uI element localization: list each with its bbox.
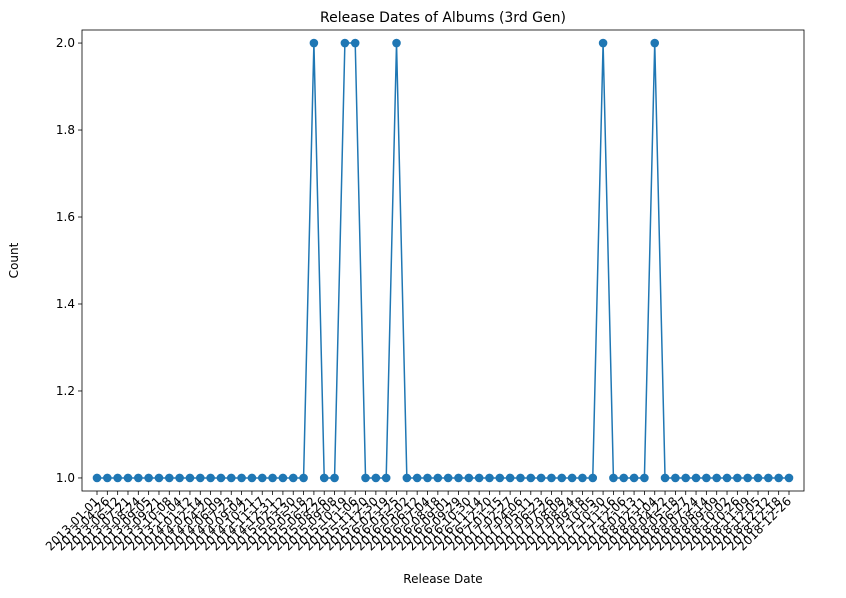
data-point [92,473,102,483]
data-point [485,473,494,483]
data-point [185,473,195,483]
axes-frame [81,29,805,492]
y-tick-label: 1.6 [56,210,75,224]
data-point [154,473,164,483]
data-point [454,473,463,483]
data-point [164,473,174,483]
data-point [784,473,794,483]
data-point [134,473,143,483]
data-point [123,473,133,483]
data-point [371,473,381,483]
chart-title: Release Dates of Albums (3rd Gen) [320,10,566,26]
data-point [588,473,598,483]
data-point [619,473,629,483]
data-point [722,473,732,483]
data-point [443,473,453,483]
data-point [598,38,608,48]
y-tick-label: 2.0 [56,36,75,50]
data-point [257,473,267,483]
data-point [195,473,205,483]
data-point [464,473,474,483]
data-point [319,473,329,483]
data-point [536,473,546,483]
y-axis: 1.0 1.2 1.4 1.6 1.8 2.0 [56,36,82,485]
data-point [433,473,443,483]
data-point [402,473,412,483]
data-point [681,473,691,483]
data-point [175,473,184,483]
data-point [495,473,505,483]
data-point [350,38,360,48]
data-point [103,473,112,483]
data-point [702,473,711,483]
data-point [340,38,350,48]
data-point [526,473,536,483]
data-point [247,473,257,483]
data-point [474,473,484,483]
data-point [753,473,763,483]
data-point [392,38,401,48]
data-point [557,473,567,483]
y-tick-label: 1.0 [56,471,75,485]
data-point [629,473,639,483]
data-point [113,473,122,483]
data-point [144,473,153,483]
data-point [505,473,515,483]
data-point [671,473,680,483]
data-point [712,473,722,483]
data-point [567,473,577,483]
data-point [309,38,319,48]
data-point [764,473,773,483]
data-point [547,473,556,483]
data-point [330,473,339,483]
y-tick-label: 1.2 [56,384,75,398]
data-point [650,38,660,48]
data-point [412,473,422,483]
data-point [237,473,246,483]
y-tick-label: 1.8 [56,123,75,137]
data-point [206,473,215,483]
data-point [609,473,618,483]
data-point [268,473,277,483]
y-tick-label: 1.4 [56,297,75,311]
data-point [660,473,670,483]
y-axis-label: Count [7,242,21,278]
data-point [733,473,742,483]
data-point [578,473,587,483]
data-point [423,473,432,483]
series-layer [92,38,794,483]
data-point [288,473,298,483]
data-point [743,473,752,483]
plot-area: 1.0 1.2 1.4 1.6 1.8 2.0 2013-01-012013-04-262… [43,29,805,553]
data-point [774,473,783,483]
x-axis: 2013-01-012013-04-262013-06-122013-07-21… [43,491,794,553]
data-point [516,473,525,483]
data-point [361,473,370,483]
x-axis-label: Release Date [403,572,482,586]
data-point [381,473,391,483]
data-point [226,473,236,483]
data-point [299,473,308,483]
data-point [691,473,701,483]
data-point [216,473,226,483]
data-point [278,473,288,483]
data-point [640,473,649,483]
